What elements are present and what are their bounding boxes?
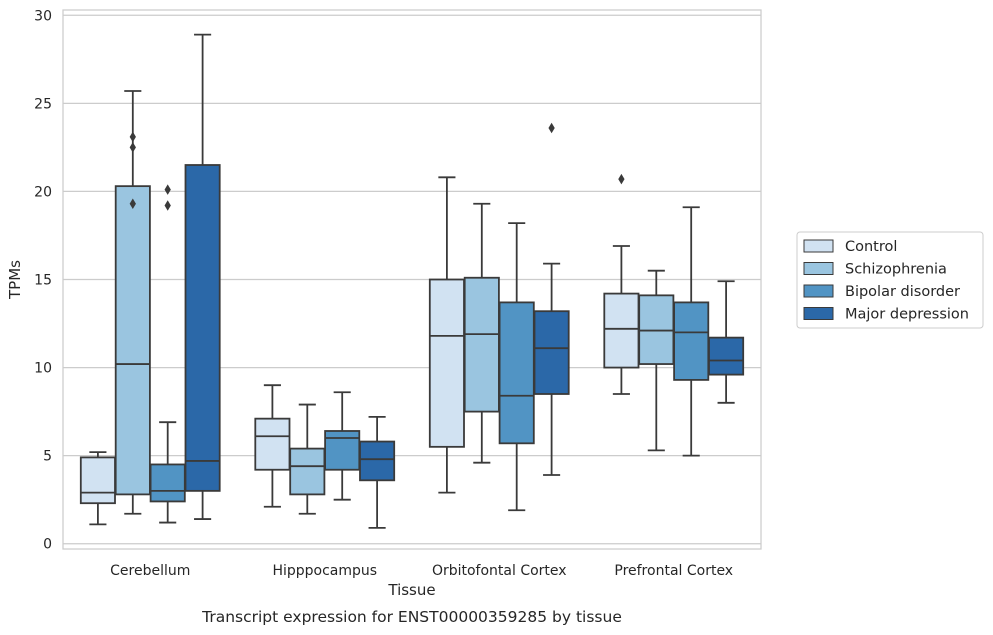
box-1-2 <box>463 202 500 464</box>
box-3-1 <box>359 415 396 529</box>
y-tick-label: 30 <box>34 8 52 24</box>
y-axis-label: TPMs <box>6 260 24 300</box>
box-plot-series <box>79 33 745 529</box>
legend-frame <box>796 231 984 329</box>
box-3-0 <box>184 33 221 520</box>
legend-label: Schizophrenia <box>845 262 947 278</box>
box-1-3 <box>638 269 675 452</box>
legend-swatch <box>803 239 834 253</box>
y-tick-label: 0 <box>43 537 52 553</box>
y-tick-label: 15 <box>34 273 52 289</box>
y-axis-ticks: 0 5 10 15 20 25 30 <box>34 8 52 552</box>
y-tick-label: 25 <box>34 96 52 112</box>
x-tick-label: Prefrontal Cortex <box>614 563 733 579</box>
box-1-0 <box>114 90 151 515</box>
box-0-2 <box>428 176 465 494</box>
outlier-point <box>548 122 555 134</box>
box-iqr <box>428 278 465 448</box>
box-2-0 <box>149 184 186 524</box>
box-3-2 <box>533 122 570 476</box>
box-0-1 <box>254 384 291 508</box>
outlier-point <box>129 131 136 143</box>
outlier-point <box>129 142 136 153</box>
box-iqr <box>289 447 326 496</box>
box-0-0 <box>79 451 116 526</box>
legend: Control Schizophrenia Bipolar disorder Majo… <box>796 231 984 329</box>
outlier-point <box>164 200 171 211</box>
box-iqr <box>324 430 361 471</box>
box-2-2 <box>498 222 535 512</box>
box-iqr <box>149 463 186 503</box>
legend-swatch <box>803 284 834 298</box>
outlier-point <box>129 198 136 210</box>
box-2-3 <box>673 206 710 457</box>
box-iqr <box>708 336 745 376</box>
box-iqr <box>673 301 710 381</box>
legend-items: Control Schizophrenia Bipolar disorder Majo… <box>803 239 969 323</box>
box-iqr <box>359 440 396 482</box>
legend-label: Bipolar disorder <box>845 284 960 300</box>
box-iqr <box>498 301 535 445</box>
box-iqr <box>603 292 640 369</box>
box-iqr <box>463 276 500 413</box>
x-axis-ticks: Cerebellum Hipppocampus Orbitofontal Corte… <box>110 563 733 579</box>
plot-frame <box>62 9 762 550</box>
y-tick-label: 20 <box>34 184 52 200</box>
y-tick-label: 5 <box>43 449 52 465</box>
legend-label: Control <box>845 239 897 255</box>
x-axis-label: Tissue <box>387 581 435 599</box>
x-tick-label: Orbitofontal Cortex <box>432 563 567 579</box>
box-1-1 <box>289 403 326 515</box>
legend-swatch <box>803 262 834 275</box>
x-tick-label: Hipppocampus <box>272 563 377 579</box>
box-2-1 <box>324 391 361 501</box>
legend-label: Major depression <box>845 307 969 323</box>
box-iqr <box>114 185 151 496</box>
box-iqr <box>254 417 291 471</box>
box-3-3 <box>708 280 745 404</box>
box-0-3 <box>603 173 640 395</box>
grid-lines <box>63 14 761 545</box>
box-iqr <box>533 310 570 395</box>
outlier-point <box>164 184 171 195</box>
y-tick-label: 10 <box>34 361 52 377</box>
box-iqr <box>184 164 221 492</box>
x-tick-label: Cerebellum <box>110 563 190 579</box>
chart-caption: Transcript expression for ENST0000035928… <box>201 608 622 626</box>
legend-swatch <box>803 307 834 320</box>
outlier-point <box>618 173 625 185</box>
box-iqr <box>79 456 116 505</box>
